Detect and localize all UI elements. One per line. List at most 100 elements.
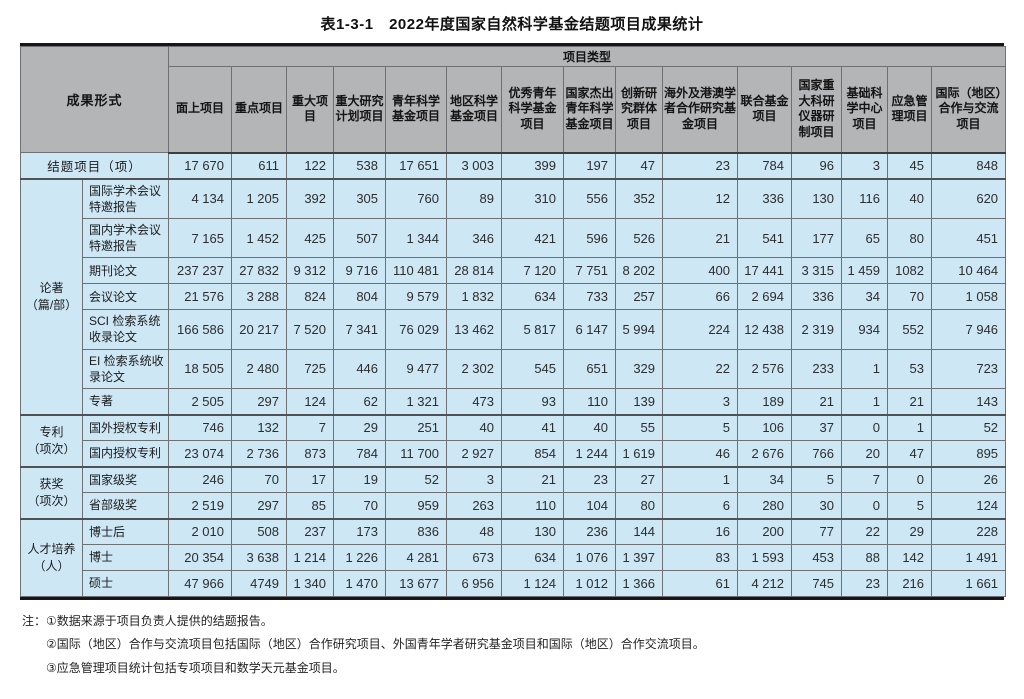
table-cell: 3: [446, 465, 503, 493]
table-cell: 9 716: [333, 257, 387, 285]
table-cell: 446: [333, 348, 387, 390]
table-cell: 80: [887, 217, 933, 259]
table-row: 期刊论文 237 237 27 832 9 312 9 716 110 481 28 814…: [21, 257, 1007, 285]
group-label: 人才培养 （人）: [20, 517, 83, 597]
table-cell: 66: [662, 283, 739, 311]
table-cell: 144: [615, 517, 664, 545]
table-cell: 804: [333, 283, 387, 311]
table-cell: 620: [931, 177, 1007, 219]
column-header: 优秀青年科学基金项目: [501, 66, 565, 154]
table-cell: 784: [333, 440, 387, 467]
table-cell: 34: [841, 283, 889, 311]
table-cell: 552: [887, 309, 933, 350]
table-cell: 7 341: [333, 309, 387, 350]
table-cell: 20 354: [168, 544, 233, 571]
table-cell: 70: [333, 492, 387, 519]
table-cell: 166 586: [168, 309, 233, 350]
table-row: 会议论文 21 576 3 288 824 804 9 579 1 832 634 733 257…: [21, 283, 1007, 311]
table-cell: 6 147: [563, 309, 617, 350]
table-cell: 17: [286, 465, 335, 493]
table-cell: 1 470: [333, 570, 387, 597]
table-cell: 53: [887, 348, 933, 390]
table-cell: 280: [737, 492, 793, 519]
table-row: 论著 （篇/部） 国际学术会议特邀报告 4 134 1 205 392 305 760 89 3…: [20, 177, 1007, 415]
column-header: 基础科学中心项目: [841, 66, 889, 154]
table-cell: 297: [231, 388, 288, 415]
table-row: 省部级奖 2 519 297 85 70 959 263 110 104 80 6 280 30 0 5 12…: [21, 492, 1007, 519]
table-cell: 0: [887, 465, 933, 493]
table-cell: 17 441: [737, 257, 793, 285]
table-head: 成果形式 项目类型 面上项目 重点项目 重大项目 重大研究计划项目 青年科学基金项目 地区…: [19, 46, 1007, 154]
table-cell: 7: [841, 465, 889, 493]
table-cell: 5: [791, 465, 843, 493]
table-cell: 7: [286, 413, 335, 441]
row-label: 国内学术会议特邀报告: [81, 217, 170, 259]
table-cell: 30: [791, 492, 843, 519]
table-cell: 61: [662, 570, 739, 597]
table-cell: 1 491: [931, 544, 1007, 571]
table-cell: 20 217: [231, 309, 288, 350]
table-cell: 77: [791, 517, 843, 545]
table-cell: 142: [887, 544, 933, 571]
table-cell: 399: [501, 152, 565, 179]
table-cell: 5: [662, 413, 739, 441]
table-cell: 895: [931, 440, 1007, 467]
table-cell: 959: [385, 492, 448, 519]
row-label: SCI 检索系统收录论文: [81, 309, 170, 350]
table-cell: 17 651: [385, 152, 448, 179]
row-label: 硕士: [81, 570, 170, 597]
table-cell: 1082: [887, 257, 933, 285]
footnotes: 注： ①数据来源于项目负责人提供的结题报告。 ②国际（地区）合作与交流项目包括国…: [22, 610, 1004, 680]
table-body: 结题项目（项） 17 670 611 122 538 17 651 3 003 399 197 4…: [19, 152, 1007, 597]
table-cell: 23: [841, 570, 889, 597]
table-cell: 257: [615, 283, 664, 311]
table-wrapper: 成果形式 项目类型 面上项目 重点项目 重大项目 重大研究计划项目 青年科学基金项目 地区…: [19, 43, 1007, 600]
table-cell: 611: [231, 152, 288, 179]
table-cell: 89: [446, 177, 503, 219]
table-cell: 2 519: [168, 492, 233, 519]
table-cell: 2 736: [231, 440, 288, 467]
table-row: 专利 （项次） 国外授权专利 746 132 7 29 251 40 41 40 55 5 106 37 0…: [20, 413, 1007, 467]
table-cell: 1: [841, 348, 889, 390]
table-cell: 48: [446, 517, 503, 545]
table-cell: 216: [887, 570, 933, 597]
table-cell: 52: [931, 413, 1007, 441]
table-cell: 93: [501, 388, 565, 415]
table-cell: 2 676: [737, 440, 793, 467]
table-cell: 16: [662, 517, 739, 545]
table-cell: 7 165: [168, 217, 233, 259]
table-row: 人才培养 （人） 博士后 2 010 508 237 173 836 48 130 236 144 1…: [20, 517, 1007, 597]
row-label: 国际学术会议特邀报告: [81, 177, 170, 219]
table-cell: 110: [563, 388, 617, 415]
column-header: 面上项目: [168, 66, 233, 154]
table-cell: 4 212: [737, 570, 793, 597]
table-cell: 473: [446, 388, 503, 415]
table-cell: 824: [286, 283, 335, 311]
table-cell: 3: [841, 152, 889, 179]
table-cell: 836: [385, 517, 448, 545]
column-header: 海外及港澳学者合作研究基金项目: [662, 66, 739, 154]
table-cell: 34: [737, 465, 793, 493]
table-cell: 11 700: [385, 440, 448, 467]
table-cell: 453: [791, 544, 843, 571]
table-cell: 45: [887, 152, 933, 179]
table-cell: 21: [662, 217, 739, 259]
table-cell: 1 058: [931, 283, 1007, 311]
column-header: 重大项目: [286, 66, 335, 154]
table-cell: 70: [887, 283, 933, 311]
footnote-prefix: 注：: [22, 614, 47, 628]
table-cell: 392: [286, 177, 335, 219]
project-type-band-header: 项目类型: [168, 46, 1007, 67]
table-cell: 40: [446, 413, 503, 441]
table-cell: 228: [931, 517, 1007, 545]
row-label: 国外授权专利: [81, 413, 170, 441]
table-cell: 7 120: [501, 257, 565, 285]
table-cell: 3: [662, 388, 739, 415]
table-row: 硕士 47 966 4749 1 340 1 470 13 677 6 956 1 124 1 …: [21, 570, 1007, 597]
table-cell: 2 505: [168, 388, 233, 415]
table-cell: 200: [737, 517, 793, 545]
table-cell: 2 319: [791, 309, 843, 350]
table-cell: 352: [615, 177, 664, 219]
table-cell: 5 994: [615, 309, 664, 350]
